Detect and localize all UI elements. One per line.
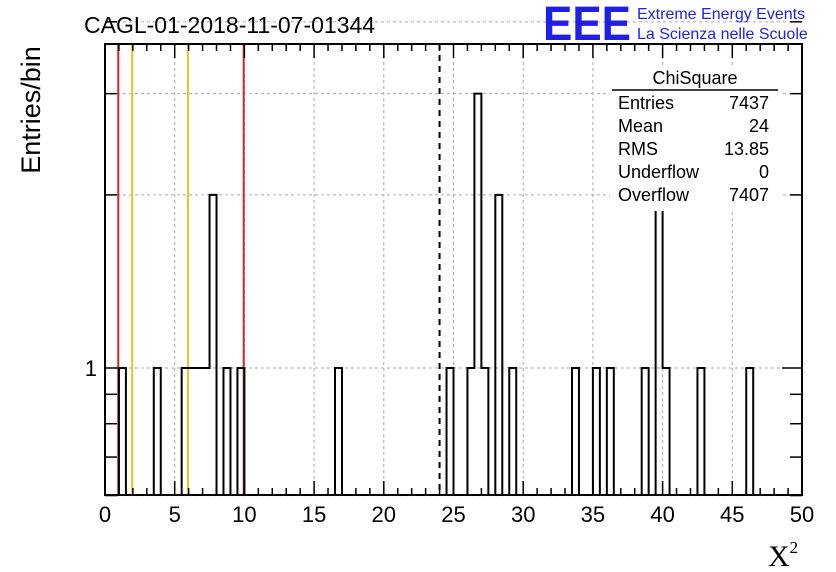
- histogram-bin: [642, 368, 649, 495]
- eee-logo: EEE Extreme Energy Events La Scienza nel…: [543, 0, 808, 51]
- histogram-bin: [447, 368, 454, 495]
- y-tick-label: 1: [85, 356, 97, 381]
- histogram-bin: [119, 368, 126, 495]
- histogram-bin: [203, 368, 210, 495]
- chart-title: CAGL-01-2018-11-07-01344: [84, 12, 375, 38]
- eee-logo-line2: La Scienza nelle Scuole: [637, 26, 808, 43]
- x-tick-label: 15: [302, 502, 326, 527]
- x-tick-label: 25: [441, 502, 465, 527]
- histogram-bin: [607, 368, 614, 495]
- histogram-bin: [481, 368, 488, 495]
- eee-logo-mark: EEE: [543, 0, 631, 51]
- histogram-bin: [189, 368, 196, 495]
- histogram-bin: [572, 368, 579, 495]
- stats-row-value: 0: [759, 162, 769, 182]
- x-axis-label-base: X: [768, 540, 790, 572]
- stats-row-label: Entries: [618, 93, 674, 113]
- x-axis-label-sup: 2: [790, 538, 799, 557]
- stats-row-label: Overflow: [618, 185, 690, 205]
- x-tick-label: 5: [169, 502, 181, 527]
- stats-row-value: 7437: [729, 93, 769, 113]
- histogram-bin: [210, 195, 217, 495]
- x-tick-label: 0: [99, 502, 111, 527]
- histogram-bin: [656, 195, 663, 495]
- reference-lines: [117, 44, 441, 495]
- y-axis-label: Entries/bin: [16, 46, 46, 174]
- histogram-bin: [663, 368, 670, 495]
- stats-row-value: 24: [749, 116, 769, 136]
- stats-box: ChiSquare Entries 7437 Mean 24 RMS 13.85 Under…: [610, 66, 780, 211]
- x-tick-label: 10: [232, 502, 256, 527]
- histogram-bin: [593, 368, 600, 495]
- eee-logo-line1: Extreme Energy Events: [637, 6, 805, 23]
- histogram-bin: [474, 94, 481, 495]
- x-tick-label: 30: [511, 502, 535, 527]
- histogram-bin: [746, 368, 753, 495]
- histogram-bin: [223, 368, 230, 495]
- x-axis-label: X2: [768, 538, 798, 572]
- x-tick-label: 45: [720, 502, 744, 527]
- histogram-bin: [697, 368, 704, 495]
- histogram-bin: [196, 368, 203, 495]
- axis-ticks: 0 5 10 15 20 25 30 35 40 45 50 1: [85, 21, 814, 527]
- histogram-bin: [467, 368, 474, 495]
- x-tick-label: 40: [650, 502, 674, 527]
- stats-row-label: RMS: [618, 139, 658, 159]
- x-tick-label: 20: [372, 502, 396, 527]
- stats-row-label: Mean: [618, 116, 663, 136]
- stats-row-value: 7407: [729, 185, 769, 205]
- stats-box-title: ChiSquare: [652, 68, 737, 88]
- stats-row-label: Underflow: [618, 162, 700, 182]
- stats-row-value: 13.85: [724, 139, 769, 159]
- histogram-bin: [509, 368, 516, 495]
- histogram-bin: [154, 368, 161, 495]
- histogram-bin: [335, 368, 342, 495]
- stats-rows: Entries 7437 Mean 24 RMS 13.85 Underflow 0 Overf…: [618, 93, 769, 205]
- histogram-bin: [495, 195, 502, 495]
- x-tick-label: 50: [790, 502, 814, 527]
- x-tick-label: 35: [581, 502, 605, 527]
